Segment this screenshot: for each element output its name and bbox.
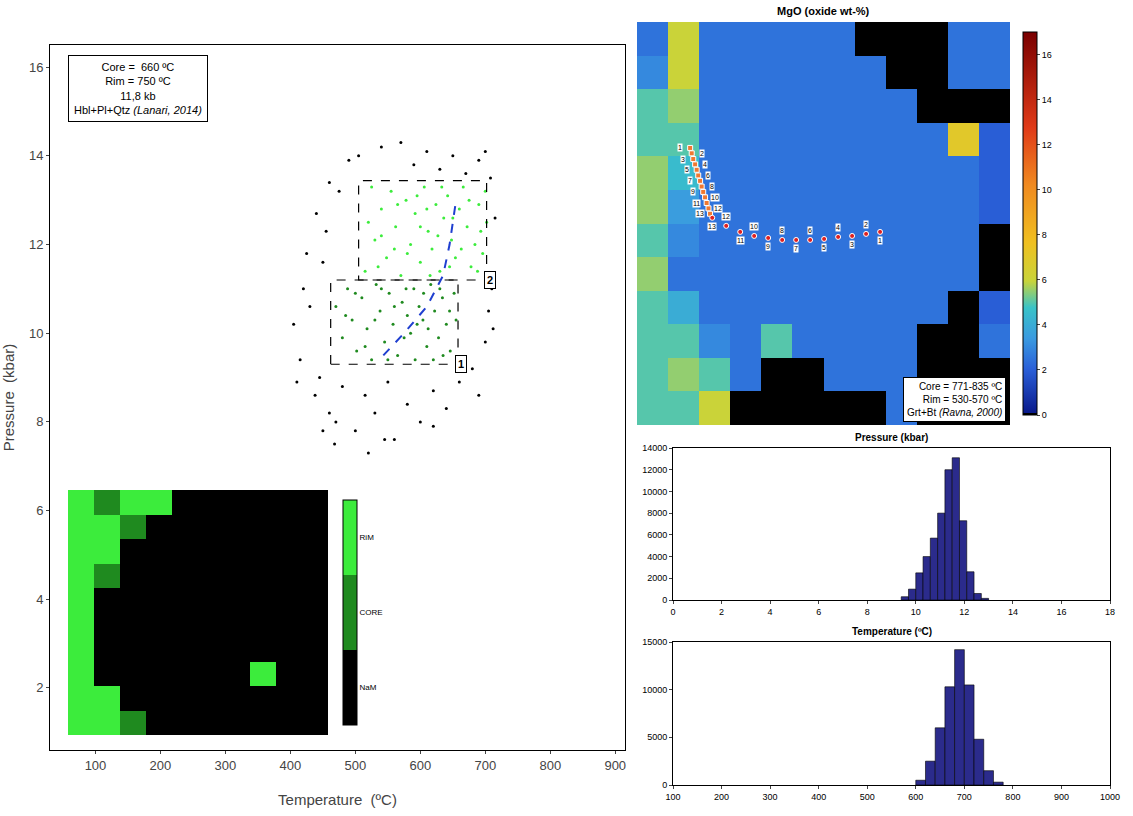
svg-text:18: 18 (1105, 607, 1115, 617)
svg-text:15000: 15000 (642, 637, 667, 647)
svg-text:6: 6 (808, 227, 812, 234)
svg-text:8: 8 (1042, 230, 1047, 240)
svg-text:Pressure (kbar): Pressure (kbar) (855, 432, 928, 443)
svg-text:6: 6 (706, 172, 710, 179)
svg-text:300: 300 (215, 758, 237, 773)
svg-text:3: 3 (681, 156, 685, 163)
svg-text:11: 11 (737, 237, 744, 244)
svg-text:1: 1 (878, 237, 882, 244)
svg-text:0: 0 (670, 607, 675, 617)
svg-text:900: 900 (1054, 792, 1069, 802)
svg-text:14: 14 (1008, 607, 1018, 617)
svg-text:0: 0 (1042, 410, 1047, 420)
svg-text:9: 9 (691, 188, 695, 195)
svg-text:12: 12 (714, 205, 722, 212)
svg-text:10: 10 (29, 326, 43, 341)
svg-text:7: 7 (688, 177, 692, 184)
svg-text:10: 10 (750, 223, 758, 230)
svg-text:4: 4 (36, 592, 43, 607)
svg-text:0: 0 (662, 595, 667, 605)
svg-text:Temperature (ºC): Temperature (ºC) (852, 626, 932, 637)
svg-text:6: 6 (1042, 275, 1047, 285)
svg-text:16: 16 (1042, 50, 1052, 60)
svg-text:800: 800 (1005, 792, 1020, 802)
svg-text:12: 12 (29, 237, 43, 252)
svg-text:4: 4 (703, 161, 707, 168)
svg-text:8: 8 (865, 607, 870, 617)
svg-text:Temperature (ºC): Temperature (ºC) (278, 791, 397, 808)
svg-text:100: 100 (85, 758, 107, 773)
svg-text:4: 4 (836, 224, 840, 231)
svg-text:6: 6 (36, 503, 43, 518)
svg-text:Pressure (kbar): Pressure (kbar) (0, 344, 17, 452)
svg-text:8: 8 (36, 414, 43, 429)
svg-text:12000: 12000 (642, 465, 667, 475)
svg-text:11: 11 (693, 200, 700, 207)
svg-text:16: 16 (29, 60, 43, 75)
svg-text:10: 10 (711, 194, 719, 201)
svg-text:5000: 5000 (647, 732, 667, 742)
svg-text:500: 500 (345, 758, 367, 773)
svg-text:600: 600 (908, 792, 923, 802)
svg-text:2: 2 (864, 221, 868, 228)
svg-text:1: 1 (458, 358, 464, 370)
svg-text:14: 14 (1042, 95, 1052, 105)
svg-text:800: 800 (539, 758, 561, 773)
svg-text:12: 12 (1042, 140, 1052, 150)
svg-text:10: 10 (1042, 185, 1052, 195)
svg-text:200: 200 (150, 758, 172, 773)
svg-text:2: 2 (36, 680, 43, 695)
svg-text:Core = 771-835 ºCRim = 530-570: Core = 771-835 ºCRim = 530-570 ºCGrt+Bt … (907, 381, 1002, 418)
svg-text:6000: 6000 (647, 530, 667, 540)
svg-text:8000: 8000 (647, 508, 667, 518)
svg-text:8: 8 (780, 227, 784, 234)
svg-text:13: 13 (696, 210, 704, 217)
svg-text:1: 1 (678, 144, 682, 151)
svg-text:0: 0 (662, 780, 667, 790)
svg-text:600: 600 (409, 758, 431, 773)
svg-text:NaM: NaM (360, 683, 377, 692)
svg-text:10000: 10000 (642, 685, 667, 695)
svg-text:4: 4 (1042, 320, 1047, 330)
svg-text:900: 900 (604, 758, 626, 773)
svg-text:9: 9 (766, 243, 770, 250)
svg-text:4: 4 (768, 607, 773, 617)
svg-text:13: 13 (708, 223, 716, 230)
svg-text:16: 16 (1056, 607, 1066, 617)
svg-text:7: 7 (794, 245, 798, 252)
svg-text:200: 200 (714, 792, 729, 802)
svg-text:2000: 2000 (647, 573, 667, 583)
svg-text:4000: 4000 (647, 552, 667, 562)
svg-text:500: 500 (860, 792, 875, 802)
svg-text:MgO (oxide wt-%): MgO (oxide wt-%) (777, 5, 870, 17)
svg-text:2: 2 (1042, 365, 1047, 375)
svg-text:400: 400 (280, 758, 302, 773)
svg-text:400: 400 (811, 792, 826, 802)
svg-text:700: 700 (957, 792, 972, 802)
svg-text:Core = 660 ºCRim = 750 ºC11,8: Core = 660 ºCRim = 750 ºC11,8 kbHbl+Pl+Q… (74, 61, 202, 116)
svg-text:2: 2 (487, 274, 493, 286)
svg-text:8: 8 (710, 183, 714, 190)
svg-text:14000: 14000 (642, 443, 667, 453)
svg-text:CORE: CORE (360, 608, 383, 617)
svg-text:2: 2 (719, 607, 724, 617)
svg-text:100: 100 (665, 792, 680, 802)
svg-text:12: 12 (959, 607, 969, 617)
svg-text:1000: 1000 (1100, 792, 1120, 802)
svg-text:10: 10 (911, 607, 921, 617)
svg-text:300: 300 (763, 792, 778, 802)
svg-text:14: 14 (29, 148, 43, 163)
svg-text:RiM: RiM (360, 533, 375, 542)
svg-text:5: 5 (822, 244, 826, 251)
svg-text:6: 6 (816, 607, 821, 617)
svg-text:10000: 10000 (642, 487, 667, 497)
svg-text:700: 700 (474, 758, 496, 773)
svg-text:5: 5 (685, 166, 689, 173)
svg-text:3: 3 (850, 241, 854, 248)
svg-text:12: 12 (722, 213, 730, 220)
svg-text:2: 2 (700, 150, 704, 157)
